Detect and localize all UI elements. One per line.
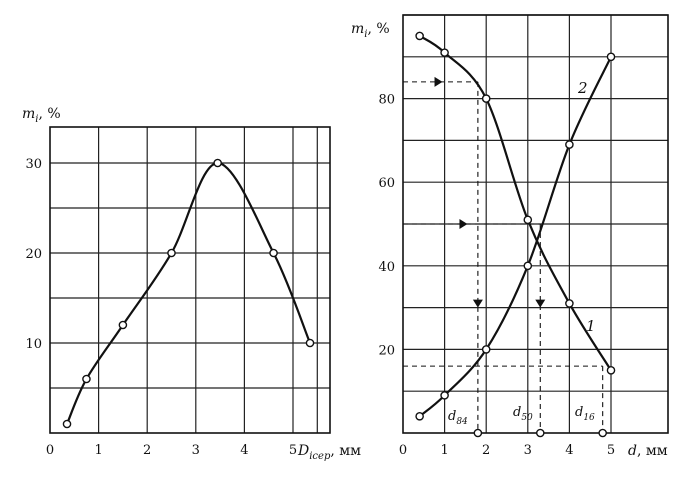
left-series-1-point <box>213 158 222 168</box>
right-series-2-point <box>440 391 449 400</box>
right-annotations <box>403 76 607 438</box>
right-y-axis-label: mi, % <box>351 21 390 40</box>
right-y-tick-label: 80 <box>378 93 395 108</box>
d84-axis-marker <box>473 428 483 438</box>
left-chart: 0 1 2 3 4 5 10 20 30 mi, % Dicep, мм <box>22 106 361 462</box>
right-series-1-point <box>606 365 616 375</box>
right-series-2-point <box>523 261 533 271</box>
right-y-tick-label: 40 <box>378 260 395 275</box>
d84-label: d84 <box>448 409 468 427</box>
d50-axis-marker <box>535 428 545 438</box>
right-x-axis-label: d, мм <box>628 443 668 459</box>
left-plot-frame <box>49 126 331 434</box>
d16-axis-marker <box>598 428 607 438</box>
left-x-tick-label: 4 <box>240 443 248 458</box>
left-grid <box>50 127 330 433</box>
left-x-tick-label: 3 <box>192 443 200 458</box>
right-x-tick-label: 0 <box>399 443 407 458</box>
left-series-1-point <box>305 338 315 348</box>
right-series-1-point <box>415 31 424 41</box>
right-series-2-line <box>418 56 612 418</box>
right-x-tick-label: 5 <box>607 443 615 458</box>
right-series-2-point <box>415 411 424 421</box>
left-x-tick-label: 5 <box>289 443 297 458</box>
d84-right-arrow <box>434 76 443 87</box>
right-y-tick-label: 60 <box>378 176 395 191</box>
right-y-tick-label: 20 <box>378 343 395 358</box>
left-series-1-point <box>82 374 91 384</box>
right-series-1-point <box>440 48 449 57</box>
right-series <box>415 31 616 421</box>
right-chart: 0 1 2 3 4 5 20 40 60 80 mi, % d, мм 1 2 d84 d50 d… <box>351 14 669 459</box>
right-series-2-point <box>565 140 574 149</box>
right-x-tick-label: 2 <box>482 443 490 458</box>
left-series-1-line <box>66 161 312 425</box>
left-y-tick-label: 10 <box>25 337 42 352</box>
left-series-1-point <box>167 248 176 258</box>
right-x-tick-label: 3 <box>524 443 532 458</box>
left-series-1-point <box>118 320 128 330</box>
right-series-1-point <box>565 299 574 308</box>
left-series-1-point <box>269 248 278 258</box>
right-series-1-point <box>481 94 491 103</box>
curve-2-label: 2 <box>577 79 588 97</box>
right-series-2-point <box>606 52 616 62</box>
right-tick-labels: 0 1 2 3 4 5 20 40 60 80 <box>378 93 615 458</box>
right-x-tick-label: 1 <box>440 443 448 458</box>
left-y-tick-label: 30 <box>25 157 42 172</box>
left-y-axis-label: mi, % <box>22 106 61 125</box>
left-series <box>62 158 315 429</box>
d50-right-arrow <box>459 219 468 229</box>
d16-label: d16 <box>575 405 595 423</box>
left-tick-labels: 0 1 2 3 4 5 10 20 30 <box>25 157 297 458</box>
right-series-1-point <box>523 215 533 225</box>
left-x-tick-label: 0 <box>46 443 54 458</box>
left-x-axis-label: Dicep, мм <box>297 443 361 462</box>
curve-1-label: 1 <box>586 317 596 335</box>
left-y-tick-label: 20 <box>25 247 42 262</box>
right-series-2-point <box>481 345 491 354</box>
d50-label: d50 <box>513 405 533 423</box>
d50-down-arrow <box>535 299 546 308</box>
left-series-1-point <box>62 419 72 429</box>
left-frame <box>49 126 331 434</box>
d84-down-arrow <box>472 299 483 308</box>
left-x-tick-label: 2 <box>143 443 151 458</box>
left-x-tick-label: 1 <box>94 443 102 458</box>
right-x-tick-label: 4 <box>565 443 573 458</box>
